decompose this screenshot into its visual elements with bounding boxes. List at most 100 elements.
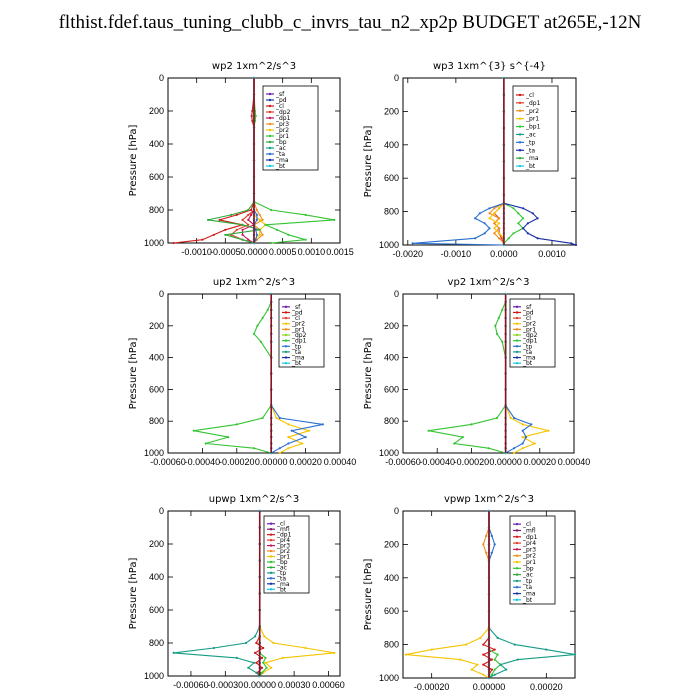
legend-marker: [284, 361, 288, 365]
data-point: [493, 543, 496, 546]
legend-marker: [284, 322, 288, 325]
legend-marker: [269, 566, 273, 569]
legend-marker: [269, 522, 273, 525]
legend-marker: [268, 122, 272, 126]
data-point: [227, 436, 230, 439]
data-point: [287, 423, 290, 426]
legend-marker: [515, 541, 519, 545]
y-tick-label: 0: [159, 506, 164, 516]
data-point: [493, 673, 496, 676]
data-point: [474, 217, 477, 220]
data-point: [172, 651, 175, 655]
legend-label: _cl: [525, 92, 534, 99]
legend-label: _pr2: [522, 553, 536, 560]
legend-label: _pr2: [525, 108, 539, 115]
x-tick-label: 0.00040: [324, 457, 357, 467]
data-point: [496, 636, 499, 640]
y-tick-label: 600: [384, 606, 399, 616]
x-tick-label: 0.0000: [240, 247, 268, 257]
x-tick-label: -0.0020: [393, 249, 424, 259]
legend-label: _tp: [522, 343, 532, 350]
legend-label: _pr4: [522, 540, 536, 547]
legend-marker: [515, 356, 519, 359]
data-point: [512, 207, 515, 210]
legend-label: _cl: [275, 103, 284, 110]
data-point: [522, 217, 525, 220]
legend-marker: [515, 311, 519, 314]
data-point: [493, 648, 496, 651]
y-tick-label: 800: [149, 205, 164, 215]
y-tick-label: 200: [384, 321, 399, 331]
x-tick-label: -0.00060: [385, 457, 421, 467]
legend-marker: [515, 361, 519, 365]
data-point: [304, 238, 307, 241]
data-point: [290, 429, 293, 432]
data-point: [478, 212, 481, 215]
chart-panel-6: vpwp 1xm^2/s^3 0 200 400 600 800 1000 -0.00020 0…: [363, 494, 577, 692]
x-tick-label: 0.00000: [489, 457, 522, 467]
data-point: [530, 423, 533, 426]
legend-label: _ma: [522, 591, 536, 598]
data-point: [474, 237, 477, 240]
data-point: [204, 442, 207, 445]
data-point: [241, 233, 244, 236]
plot-frame: [167, 510, 341, 677]
data-point: [483, 222, 486, 225]
data-point: [247, 218, 250, 221]
data-point: [493, 222, 496, 225]
legend-label: _tp: [291, 343, 301, 350]
series-line-bp: [207, 78, 260, 244]
x-tick-label: -0.00030: [208, 680, 244, 690]
x-tick-label: 0.00020: [524, 457, 557, 467]
legend-marker: [284, 333, 288, 337]
legend-marker: [269, 560, 273, 564]
y-tick-label: 600: [149, 172, 164, 182]
data-point: [333, 218, 336, 221]
y-tick-label: 1000: [379, 673, 399, 683]
legend-label: _pr2: [291, 321, 305, 328]
y-axis-label: Pressure [hPa]: [363, 126, 374, 198]
y-tick-label: 1000: [379, 240, 399, 250]
legend-marker: [284, 350, 288, 354]
data-point: [264, 656, 267, 660]
data-point: [261, 218, 264, 221]
legend-label: _ma: [522, 355, 536, 362]
data-point: [516, 658, 519, 661]
chart-panel-1: wp2 1xm^2/s^3 0 200 400 600 800 1000 -0.0010-0.…: [128, 61, 354, 257]
legend-marker: [269, 549, 273, 553]
data-point: [254, 635, 257, 638]
legend: _cl_mfl_dp1_pr4_pr3_pr2_pr1_bp_ac_tp_ta_…: [509, 515, 556, 605]
legend-marker: [269, 571, 273, 575]
y-tick-label: 800: [149, 638, 164, 648]
legend-marker: [515, 598, 519, 602]
data-point: [304, 646, 307, 650]
legend-label: _sf: [275, 91, 285, 98]
chart-panel-2: wp3 1xm^{3} s^{-4}02004006008001000-0.00…: [363, 61, 578, 259]
data-point: [230, 213, 233, 216]
legend-label: _dp1: [522, 338, 538, 345]
legend-marker: [515, 345, 519, 348]
y-axis-label: Pressure [hPa]: [128, 558, 139, 630]
data-point: [255, 641, 258, 645]
data-point: [256, 324, 259, 327]
legend-marker: [518, 164, 522, 168]
legend-label: _bt: [522, 360, 533, 367]
legend-marker: [515, 333, 519, 337]
series-line-dp1: [493, 78, 505, 245]
series-line-pr1: [488, 78, 505, 245]
data-point: [483, 232, 486, 235]
x-tick-label: -0.00040: [419, 457, 455, 467]
x-tick-label: 0.00060: [312, 680, 345, 690]
data-point: [501, 308, 504, 311]
data-point: [482, 543, 485, 546]
legend-marker: [284, 356, 288, 359]
data-point: [493, 227, 496, 230]
y-tick-label: 0: [159, 73, 164, 83]
y-axis-label: Pressure [hPa]: [363, 559, 374, 631]
x-tick-label: -0.0010: [441, 249, 472, 259]
data-point: [521, 423, 524, 426]
data-point: [254, 228, 257, 231]
legend-label: _sf: [291, 304, 301, 311]
legend-marker: [518, 109, 522, 112]
data-point: [250, 208, 253, 212]
